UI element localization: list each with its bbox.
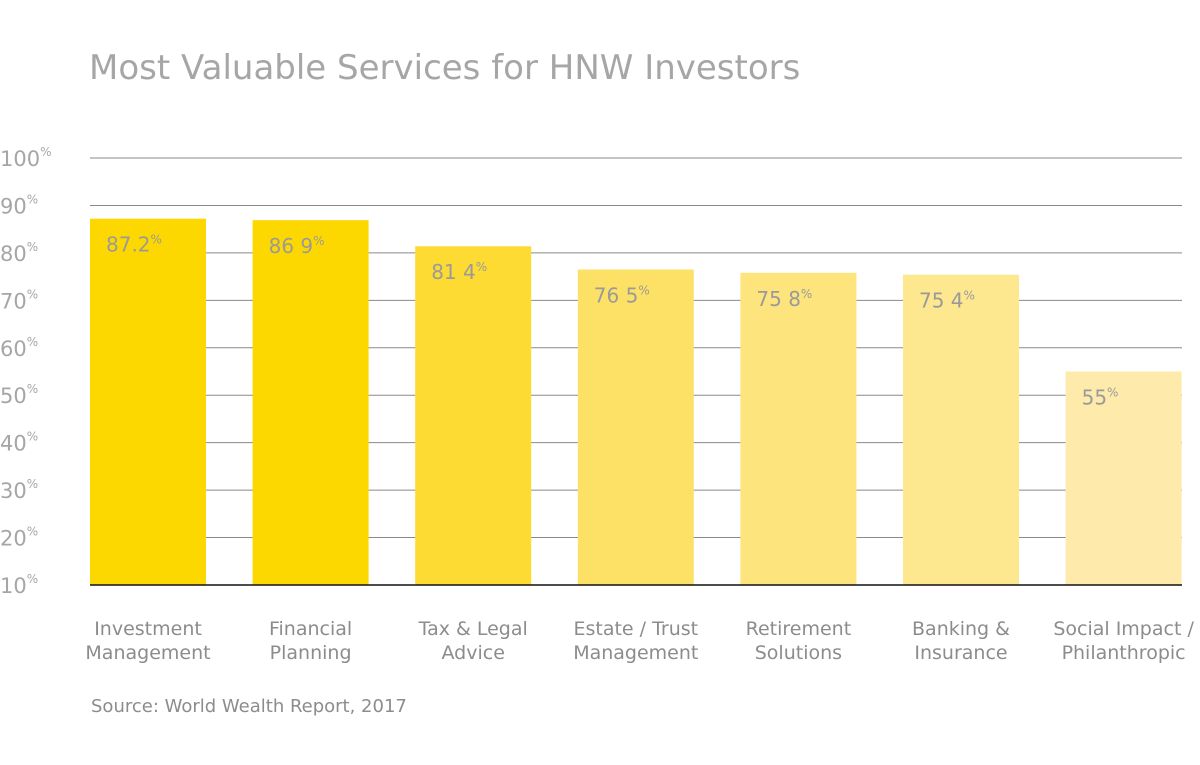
y-tick-label: 30% bbox=[0, 477, 38, 503]
x-category-label: Management bbox=[85, 642, 210, 664]
bar bbox=[903, 274, 1019, 585]
bar bbox=[252, 220, 369, 585]
y-tick-label: 100% bbox=[0, 145, 52, 171]
x-axis-category-labels: InvestmentManagementFinancialPlanningTax… bbox=[85, 618, 1194, 664]
x-category-label: Planning bbox=[270, 642, 352, 664]
x-category-label: Retirement bbox=[746, 618, 852, 640]
y-tick-label: 20% bbox=[0, 525, 38, 551]
bar bbox=[740, 272, 857, 585]
chart-title: Most Valuable Services for HNW Investors bbox=[89, 48, 800, 88]
source-note: Source: World Wealth Report, 2017 bbox=[91, 696, 407, 717]
x-category-label: Social Impact / bbox=[1053, 618, 1194, 640]
x-category-label: Advice bbox=[442, 642, 505, 664]
x-category-label: Management bbox=[573, 642, 698, 664]
y-tick-label: 40% bbox=[0, 430, 38, 456]
x-category-label: Banking & bbox=[912, 618, 1010, 640]
bar-value-labels: 87.2% 86 9%81 4%76 5% 75 8% 75 4%55% bbox=[106, 233, 1118, 410]
bars bbox=[90, 218, 1182, 586]
x-category-label: Financial bbox=[269, 618, 352, 640]
x-category-label: Tax & Legal bbox=[418, 618, 528, 640]
bar bbox=[90, 218, 206, 585]
bar bbox=[415, 246, 532, 585]
y-tick-label: 60% bbox=[0, 335, 38, 361]
bar-value-label: 76 5% bbox=[594, 283, 650, 307]
y-tick-label: 90% bbox=[0, 192, 38, 218]
bar bbox=[577, 269, 694, 585]
x-category-label: Solutions bbox=[755, 642, 842, 664]
bar bbox=[1065, 371, 1182, 585]
y-tick-label: 70% bbox=[0, 287, 38, 313]
x-category-label: Insurance bbox=[914, 642, 1007, 664]
y-tick-label: 50% bbox=[0, 382, 38, 408]
y-axis-ticks: 100% 90% 80% 70% 60% 50% 40% 30% 20% 10% bbox=[0, 145, 52, 598]
x-category-label: Philanthropic bbox=[1062, 642, 1186, 664]
x-category-label: Investment bbox=[94, 618, 202, 640]
y-tick-label: 10% bbox=[0, 572, 38, 598]
x-category-label: Estate / Trust bbox=[573, 618, 698, 640]
y-tick-label: 80% bbox=[0, 240, 38, 266]
